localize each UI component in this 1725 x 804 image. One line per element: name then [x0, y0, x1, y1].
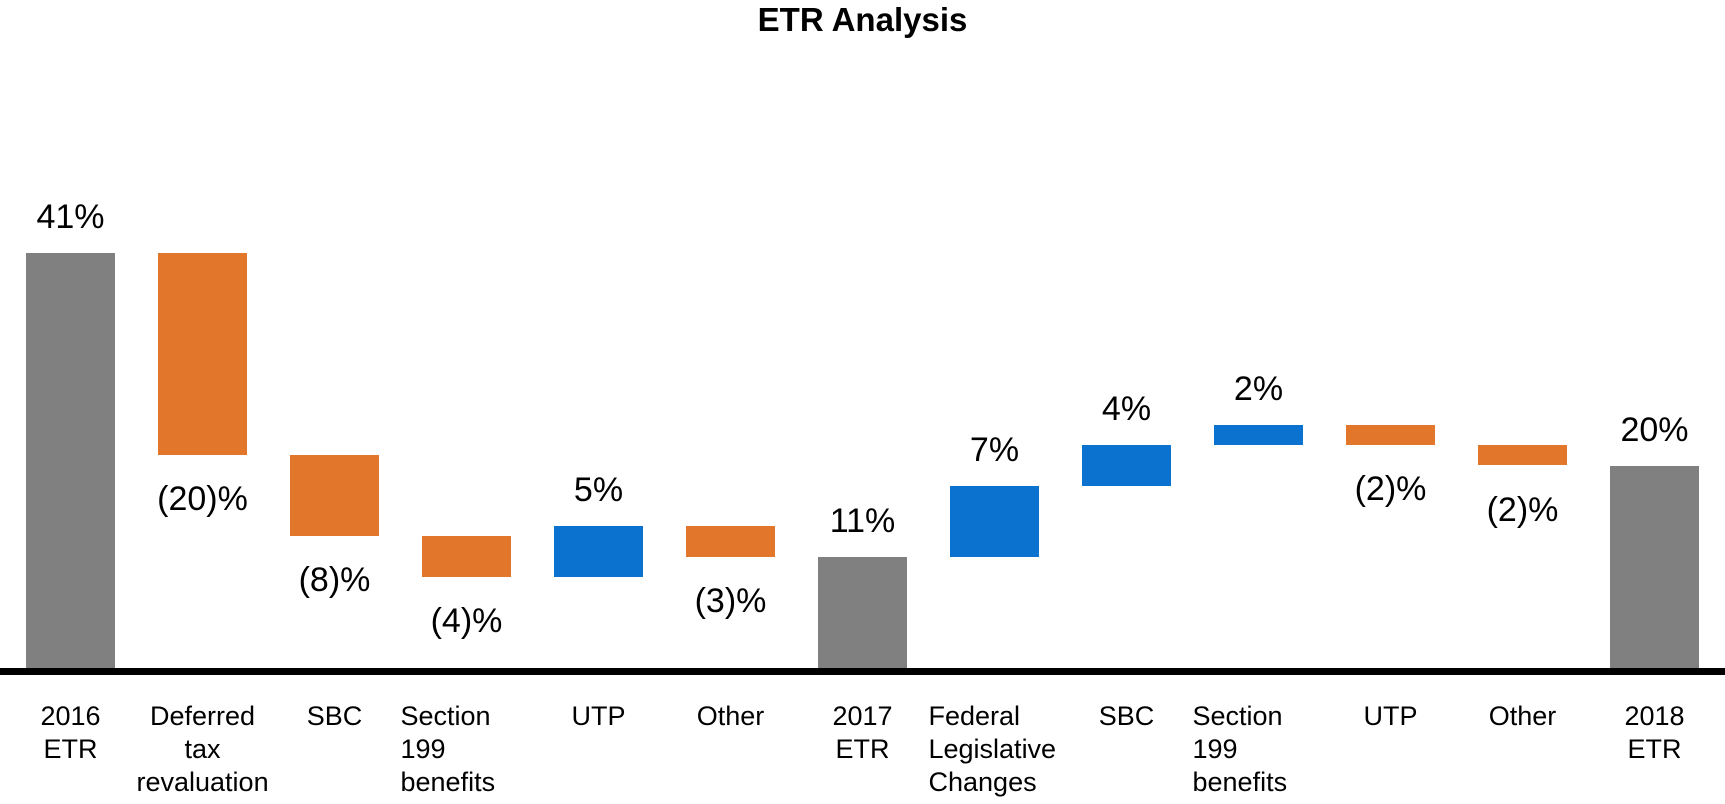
category-label-line: 199 [1192, 734, 1238, 764]
category-label-line: UTP [1363, 701, 1418, 731]
category-label-5-other: Other [665, 700, 797, 733]
category-label-0-2016-etr: 2016 ETR [5, 700, 137, 766]
category-label-6-2017-etr: 2017 ETR [797, 700, 929, 766]
category-label-line: 2018 [1624, 701, 1685, 731]
category-label-line: 2016 [40, 701, 101, 731]
value-label-12-2018-etr: 20% [1620, 410, 1689, 449]
waterfall-bar-4-utp [554, 526, 643, 577]
waterfall-bar-2-sbc [290, 455, 379, 537]
category-label-12-2018-etr: 2018 ETR [1589, 700, 1721, 766]
category-label-line: tax [184, 734, 221, 764]
category-label-3-section-199-benefits: Section 199 benefits [401, 700, 533, 799]
waterfall-bar-6-2017-etr [818, 556, 907, 668]
value-label-11-other: (2)% [1486, 490, 1559, 529]
value-label-2-sbc: (8)% [298, 561, 371, 600]
category-label-line: Changes [928, 767, 1037, 797]
category-label-7-federal-legislative-changes: Federal Legislative Changes [929, 700, 1061, 799]
waterfall-bar-7-federal-legislative-changes [950, 485, 1039, 557]
category-label-line: revaluation [136, 767, 269, 797]
category-label-line: SBC [1098, 701, 1155, 731]
value-label-4-utp: 5% [573, 471, 624, 510]
category-label-line: Other [696, 701, 765, 731]
category-label-line: ETR [835, 734, 890, 764]
value-label-7-federal-legislative-changes: 7% [969, 430, 1020, 469]
category-label-line: Federal [928, 701, 1021, 731]
category-label-4-utp: UTP [533, 700, 665, 733]
value-label-10-utp: (2)% [1354, 470, 1427, 509]
category-label-line: ETR [43, 734, 98, 764]
category-label-line: Deferred [149, 701, 256, 731]
value-label-6-2017-etr: 11% [829, 501, 896, 540]
category-label-1-deferred-tax-revaluation: Deferred tax revaluation [137, 700, 269, 799]
waterfall-bar-3-section-199-benefits [422, 536, 511, 577]
category-label-line: ETR [1627, 734, 1682, 764]
category-label-line: Section [1192, 701, 1283, 731]
category-label-11-other: Other [1457, 700, 1589, 733]
value-label-5-other: (3)% [694, 581, 767, 620]
value-label-0-2016-etr: 41% [36, 198, 105, 236]
category-label-line: Section [400, 701, 491, 731]
waterfall-bar-10-utp [1346, 425, 1435, 446]
category-label-9-section-199-benefits: Section 199 benefits [1193, 700, 1325, 799]
waterfall-bar-0-2016-etr [26, 253, 115, 668]
category-label-8-sbc: SBC [1061, 700, 1193, 733]
value-label-8-sbc: 4% [1101, 390, 1152, 429]
value-label-9-section-199-benefits: 2% [1233, 370, 1284, 409]
waterfall-bar-12-2018-etr [1610, 465, 1699, 668]
category-label-line: SBC [306, 701, 363, 731]
category-label-line: Other [1488, 701, 1557, 731]
value-label-3-section-199-benefits: (4)% [430, 601, 503, 640]
category-label-line: UTP [571, 701, 626, 731]
waterfall-bar-1-deferred-tax-revaluation [158, 253, 247, 456]
value-label-1-deferred-tax-revaluation: (20)% [157, 480, 248, 519]
chart-title: ETR Analysis [757, 1, 968, 38]
waterfall-bar-9-section-199-benefits [1214, 425, 1303, 446]
category-label-line: 199 [400, 734, 446, 764]
category-label-line: 2017 [832, 701, 893, 731]
waterfall-bar-8-sbc [1082, 445, 1171, 486]
waterfall-bar-5-other [686, 526, 775, 557]
category-label-10-utp: UTP [1325, 700, 1457, 733]
x-axis-line [0, 668, 1725, 675]
waterfall-bar-11-other [1478, 445, 1567, 466]
category-label-line: benefits [400, 767, 496, 797]
category-label-line: benefits [1192, 767, 1288, 797]
category-label-2-sbc: SBC [269, 700, 401, 733]
category-label-line: Legislative [928, 734, 1057, 764]
